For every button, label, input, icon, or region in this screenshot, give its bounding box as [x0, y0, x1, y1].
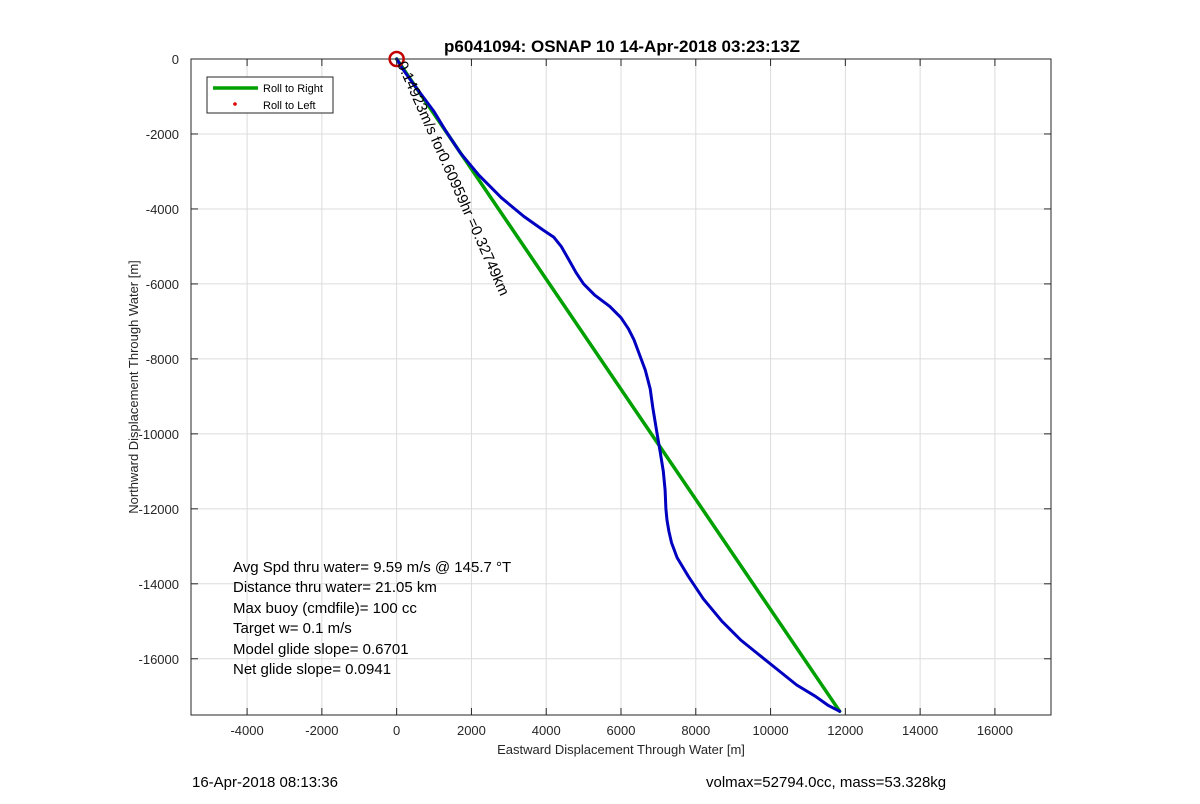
x-tick-label: 10000 [752, 723, 788, 738]
x-tick-label: 16000 [977, 723, 1013, 738]
y-tick-label: 0 [172, 52, 179, 67]
x-tick-label: 8000 [681, 723, 710, 738]
x-tick-label: 14000 [902, 723, 938, 738]
stat-line: Target w= 0.1 m/s [233, 620, 352, 637]
x-tick-label: 4000 [532, 723, 561, 738]
y-tick-label: -8000 [146, 352, 179, 367]
y-axis-label: Northward Displacement Through Water [m] [126, 260, 141, 514]
legend-label-roll-left: Roll to Left [263, 100, 316, 112]
x-tick-label: 0 [393, 723, 400, 738]
legend-swatch-roll-left [233, 102, 237, 106]
y-tick-label: -16000 [139, 652, 179, 667]
marker-layer [388, 50, 405, 68]
series-line-green [394, 57, 842, 714]
y-tick-label: -2000 [146, 127, 179, 142]
stat-line: Avg Spd thru water= 9.59 m/s @ 145.7 °T [233, 559, 511, 576]
x-axis-label: Eastward Displacement Through Water [m] [497, 742, 745, 757]
start-marker-circle [388, 50, 405, 68]
tick-layer: -4000 -2000 0 2000 4000 6000 8000 10000 12000 140… [139, 52, 1051, 738]
y-tick-label: -14000 [139, 577, 179, 592]
stat-line: Model glide slope= 0.6701 [233, 641, 409, 658]
x-tick-label: 2000 [457, 723, 486, 738]
x-tick-label: -2000 [305, 723, 338, 738]
x-tick-label: 6000 [607, 723, 636, 738]
stat-line: Distance thru water= 21.05 km [233, 579, 437, 596]
y-tick-label: -6000 [146, 277, 179, 292]
y-tick-label: -12000 [139, 502, 179, 517]
x-tick-label: -4000 [230, 723, 263, 738]
legend-box [206, 76, 334, 114]
series-layer [394, 57, 842, 714]
series-line-blue [395, 57, 842, 713]
y-tick-label: -4000 [146, 202, 179, 217]
stats-block: Avg Spd thru water= 9.59 m/s @ 145.7 °T … [233, 559, 511, 678]
stat-line: Max buoy (cmdfile)= 100 cc [233, 600, 417, 617]
legend-label-roll-right: Roll to Right [263, 83, 323, 95]
footer-volmax-mass: volmax=52794.0cc, mass=53.328kg [706, 774, 947, 791]
stat-line: Net glide slope= 0.0941 [233, 661, 391, 678]
y-tick-label: -10000 [139, 427, 179, 442]
footer-timestamp: 16-Apr-2018 08:13:36 [192, 774, 338, 791]
x-tick-label: 12000 [827, 723, 863, 738]
legend: Roll to Right Roll to Left [206, 76, 334, 114]
chart-title: p6041094: OSNAP 10 14-Apr-2018 03:23:13Z [444, 37, 800, 56]
grid [191, 58, 1051, 715]
